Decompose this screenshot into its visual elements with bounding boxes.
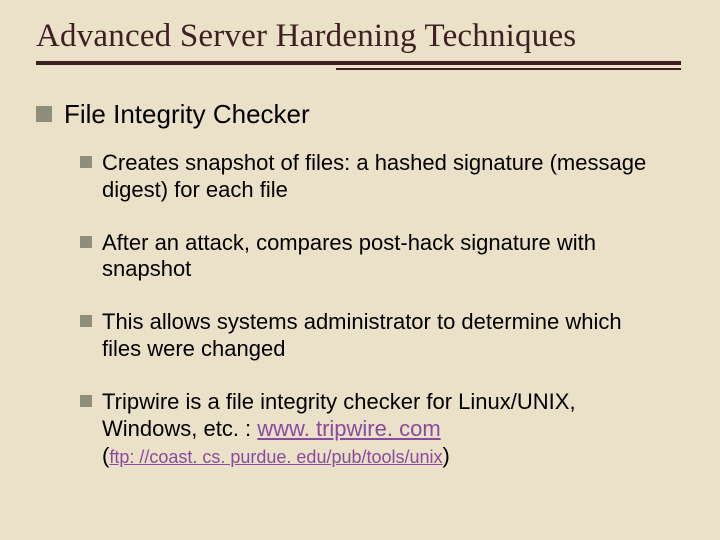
square-bullet-icon bbox=[80, 395, 92, 407]
square-bullet-icon bbox=[80, 236, 92, 248]
list-item-lvl2: Creates snapshot of files: a hashed sign… bbox=[80, 150, 684, 204]
square-bullet-icon bbox=[80, 156, 92, 168]
lvl2-text: Creates snapshot of files: a hashed sign… bbox=[102, 150, 662, 204]
lvl1-text: File Integrity Checker bbox=[64, 99, 310, 130]
list-item-lvl1: File Integrity Checker bbox=[36, 99, 684, 130]
slide: Advanced Server Hardening Techniques Fil… bbox=[0, 0, 720, 540]
tripwire-link[interactable]: www. tripwire. com bbox=[257, 416, 440, 441]
lvl2-text: After an attack, compares post-hack sign… bbox=[102, 230, 662, 284]
paren-close: ) bbox=[443, 443, 450, 468]
lvl2-text: Tripwire is a file integrity checker for… bbox=[102, 389, 662, 469]
coast-ftp-link[interactable]: ftp: //coast. cs. purdue. edu/pub/tools/… bbox=[109, 447, 442, 467]
list-item-lvl2: This allows systems administrator to det… bbox=[80, 309, 684, 363]
list-item-lvl2: Tripwire is a file integrity checker for… bbox=[80, 389, 684, 469]
lvl2-text: This allows systems administrator to det… bbox=[102, 309, 662, 363]
title-underline bbox=[36, 61, 684, 71]
list-item-lvl2: After an attack, compares post-hack sign… bbox=[80, 230, 684, 284]
slide-title: Advanced Server Hardening Techniques bbox=[36, 18, 684, 55]
square-bullet-icon bbox=[80, 315, 92, 327]
square-bullet-icon bbox=[36, 106, 52, 122]
